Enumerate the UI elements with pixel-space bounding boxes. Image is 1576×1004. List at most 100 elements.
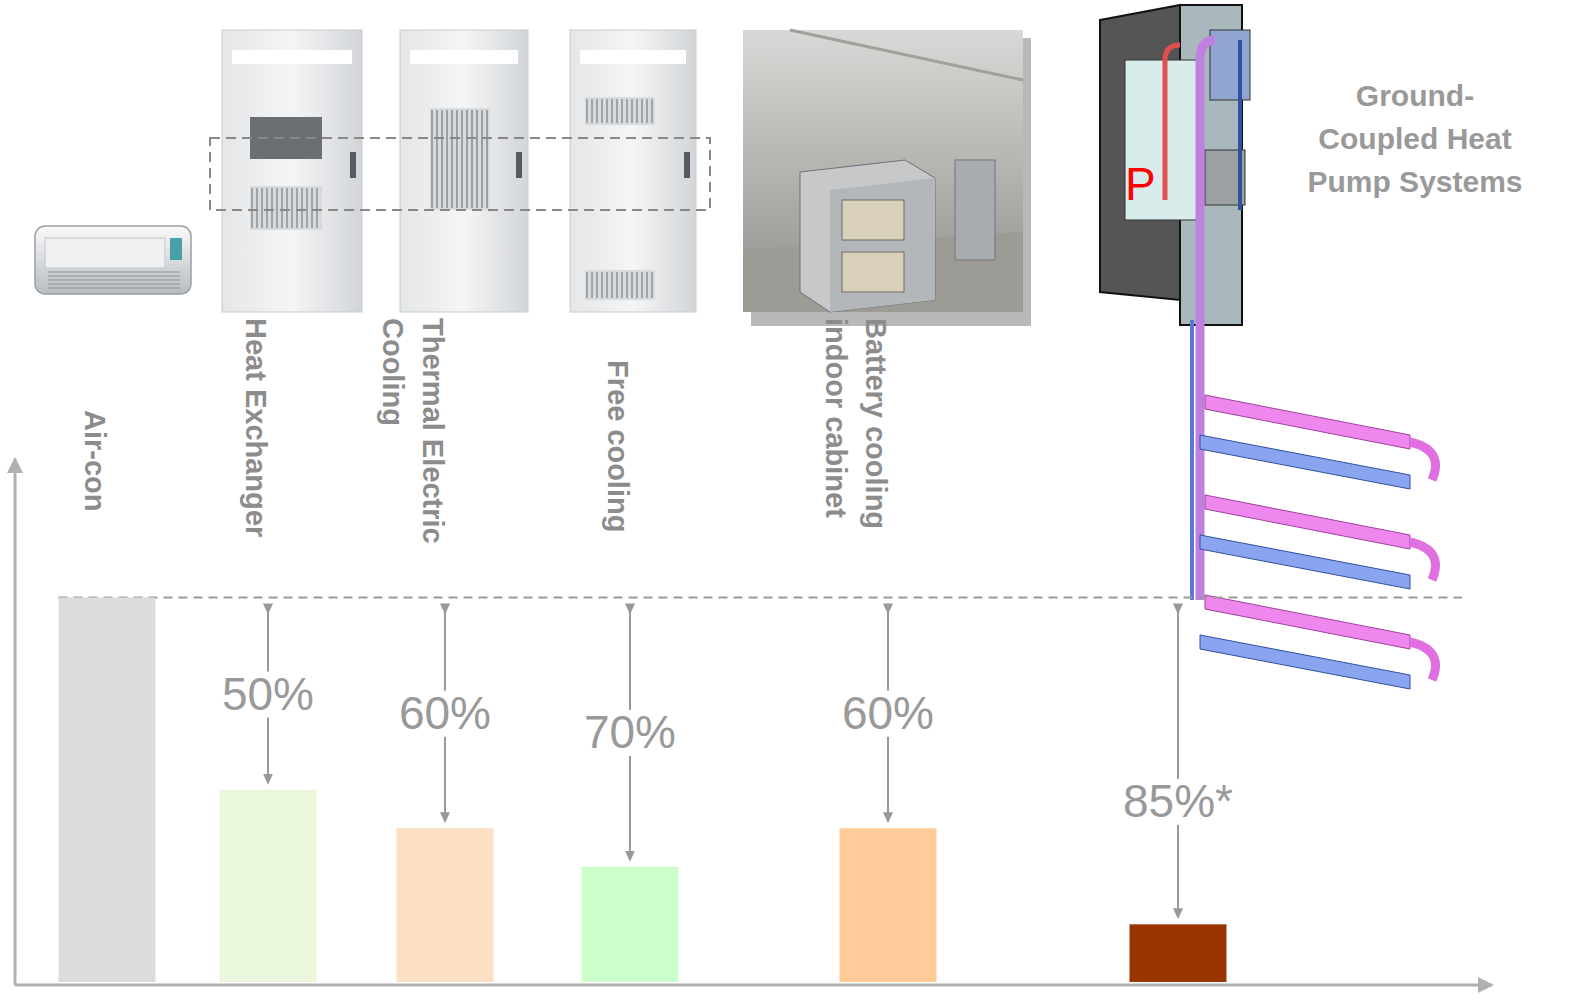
cabinet-handle <box>684 152 690 178</box>
grille-line <box>436 110 438 208</box>
grille-line <box>586 272 588 298</box>
bar <box>582 867 679 982</box>
bar <box>59 597 156 982</box>
photo-cabinet <box>800 160 935 312</box>
grille-line <box>606 272 608 298</box>
category-label: Heat Exchanger <box>240 318 272 537</box>
category-label-line: Coupled Heat <box>1318 122 1511 155</box>
bar <box>1130 924 1227 982</box>
category-label-line: Battery cooling <box>860 318 892 529</box>
aircon-vent <box>48 284 180 285</box>
grille-line <box>456 110 458 208</box>
grille-line <box>646 99 648 123</box>
grille-line <box>256 188 258 228</box>
grille-line <box>616 272 618 298</box>
grille-line <box>631 272 633 298</box>
category-label-line: Heat Exchanger <box>240 318 272 537</box>
cabinet-top-vent <box>232 50 352 64</box>
category-label-line: Ground- <box>1356 79 1474 112</box>
cabinet-handle <box>516 152 522 178</box>
grille-line <box>591 272 593 298</box>
savings-label: 70% <box>584 706 676 758</box>
hp-pipe-cold <box>1238 40 1242 210</box>
category-label: Battery coolingindoor cabinet <box>820 318 892 529</box>
grille-line <box>431 110 433 208</box>
cabinet <box>400 30 528 312</box>
grille-line <box>586 99 588 123</box>
grille-line <box>486 110 488 208</box>
category-label-line: Free cooling <box>602 360 634 532</box>
aircon-vent <box>48 288 180 289</box>
hp-pipe-down <box>1200 40 1215 600</box>
savings-arrow <box>1177 609 1179 914</box>
grille-line <box>291 188 293 228</box>
grille-line <box>251 188 253 228</box>
category-label: Free cooling <box>602 360 634 532</box>
grille-line <box>591 99 593 123</box>
aircon-vent <box>48 276 180 277</box>
grille-line <box>311 188 313 228</box>
grille-line <box>316 188 318 228</box>
grille-line <box>261 188 263 228</box>
pump-label: P <box>1125 158 1156 210</box>
chart-root: P50%60%70%60%85%*Air-conHeat ExchangerTh… <box>0 0 1576 1004</box>
highlight-box <box>210 138 710 210</box>
category-label-line: Cooling <box>377 318 409 426</box>
category-label: Air-con <box>79 410 111 512</box>
category-labels: Air-con Heat Exchanger Thermal ElectricCoo… <box>79 79 1523 544</box>
grille-line <box>636 272 638 298</box>
cabinet <box>222 30 362 312</box>
grille-line <box>596 272 598 298</box>
hp-loop-bend <box>1410 642 1436 680</box>
photo-cabinet-2 <box>955 160 995 260</box>
photo-rack <box>842 252 904 292</box>
hp-loop-hot <box>1205 395 1410 449</box>
photo-rack <box>842 200 904 240</box>
grille-line <box>461 110 463 208</box>
savings-label: 60% <box>399 687 491 739</box>
grille-line <box>631 99 633 123</box>
grille-line <box>616 99 618 123</box>
savings-label: 50% <box>222 668 314 720</box>
category-label: Ground-Coupled HeatPump Systems <box>1307 79 1522 198</box>
grille-line <box>271 188 273 228</box>
grille-line <box>481 110 483 208</box>
bars <box>59 597 1227 982</box>
aircon-display <box>170 238 182 260</box>
grille-line <box>641 272 643 298</box>
grille <box>430 108 490 210</box>
grille-line <box>446 110 448 208</box>
grille-line <box>306 188 308 228</box>
grille-line <box>641 99 643 123</box>
bar <box>220 790 317 982</box>
grille-line <box>441 110 443 208</box>
grille-line <box>626 272 628 298</box>
grille-line <box>471 110 473 208</box>
grille-line <box>266 188 268 228</box>
cabinet-handle <box>350 152 356 178</box>
bar <box>840 828 937 982</box>
grille <box>585 270 655 300</box>
y-axis <box>14 459 17 985</box>
category-label: Thermal ElectricCooling <box>377 318 449 544</box>
aircon-panel <box>45 238 165 268</box>
grille-line <box>621 99 623 123</box>
grille-line <box>611 272 613 298</box>
x-axis <box>15 984 1492 987</box>
grille <box>250 186 322 230</box>
category-label-line: Air-con <box>79 410 111 512</box>
grille-line <box>626 99 628 123</box>
hp-coil <box>1210 30 1250 100</box>
grille-line <box>601 99 603 123</box>
grille-line <box>636 99 638 123</box>
reference-line <box>59 596 1463 598</box>
grille-line <box>476 110 478 208</box>
savings-label: 85%* <box>1123 775 1233 827</box>
grille-line <box>466 110 468 208</box>
grille-line <box>601 272 603 298</box>
grille-line <box>301 188 303 228</box>
category-label-line: Thermal Electric <box>417 318 449 544</box>
hp-loop-cold <box>1200 635 1410 689</box>
cabinet-top-vent <box>410 50 518 64</box>
photo-cabinet-front <box>830 178 935 312</box>
